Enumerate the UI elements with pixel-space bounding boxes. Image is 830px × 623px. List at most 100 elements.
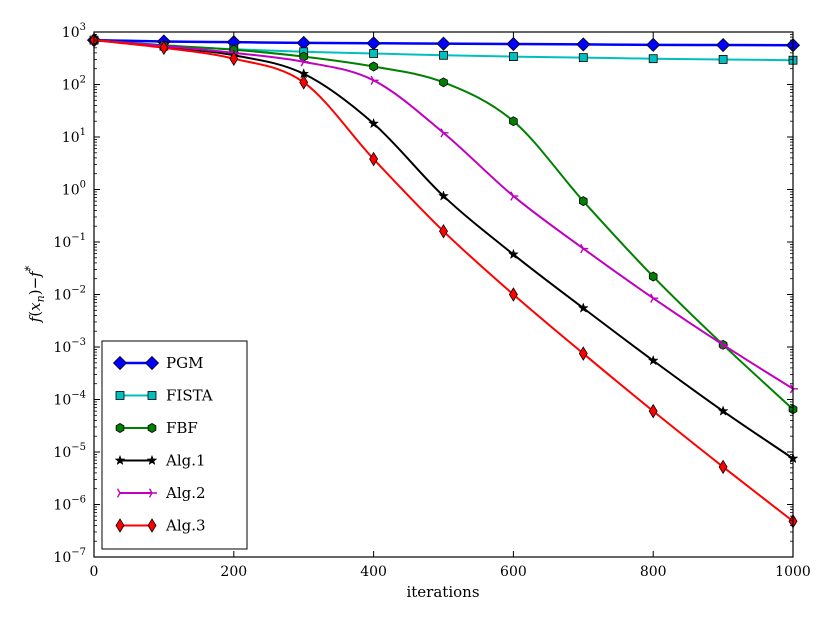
x-tick-label: 200 — [220, 564, 247, 580]
data-point-alg-3 — [159, 40, 169, 56]
legend-label: FBF — [166, 419, 198, 437]
x-tick-label: 600 — [500, 564, 527, 580]
data-point-alg-2 — [370, 75, 379, 85]
legend-label: FISTA — [166, 387, 213, 405]
ylabel-f2: f — [26, 269, 44, 278]
data-point-pgm — [436, 36, 451, 51]
data-point-fbf — [579, 196, 588, 207]
data-point-fbf — [648, 271, 658, 282]
legend-item-alg-1: Alg.1 — [114, 452, 206, 470]
data-point-alg-1 — [438, 190, 449, 201]
data-point-pgm — [366, 36, 381, 51]
data-point-fista — [578, 53, 588, 63]
ylabel-open: ( — [26, 311, 44, 317]
y-tick-label: 10−7 — [53, 547, 86, 566]
legend-marker — [146, 454, 158, 466]
data-point-alg-2 — [719, 340, 729, 350]
y-tick-label: 10−3 — [53, 337, 86, 356]
x-tick-label: 0 — [90, 564, 99, 580]
legend-marker — [114, 454, 126, 466]
y-tick-label: 100 — [62, 180, 86, 199]
series-layer — [86, 32, 801, 529]
data-point-pgm — [716, 37, 731, 53]
legend-marker — [147, 391, 157, 400]
series-line-fbf — [93, 39, 794, 411]
legend-label: PGM — [166, 354, 203, 372]
legend-marker — [147, 423, 157, 433]
data-point-fista — [648, 54, 658, 64]
legend-marker — [148, 488, 157, 498]
legend-item-fbf: FBF — [115, 419, 198, 437]
data-point-fista — [369, 49, 379, 58]
legend-marker — [147, 518, 157, 533]
x-axis-label: iterations — [406, 583, 479, 601]
data-point-alg-1 — [507, 248, 519, 260]
legend-item-alg-2: Alg.2 — [116, 484, 206, 502]
data-point-alg-2 — [440, 128, 449, 138]
x-ticks: 0 200 400 600 800 1000 — [90, 32, 811, 580]
data-point-fbf — [439, 77, 448, 88]
legend-marker — [144, 355, 160, 371]
ylabel-star: * — [23, 265, 36, 271]
data-point-fista — [439, 50, 448, 60]
series-line-alg-2 — [93, 39, 794, 390]
ylabel-n: n — [34, 295, 47, 302]
legend-marker — [116, 488, 125, 498]
legend-label: Alg.1 — [165, 452, 206, 470]
data-point-fbf — [299, 51, 308, 62]
ylabel-minus: − — [26, 277, 44, 290]
data-point-fista — [718, 55, 728, 64]
x-tick-label: 800 — [640, 564, 667, 580]
legend-label: Alg.2 — [165, 484, 206, 502]
data-point-alg-3 — [369, 151, 379, 167]
data-point-alg-2 — [510, 191, 519, 201]
data-point-alg-3 — [299, 75, 309, 90]
legend-item-fista: FISTA — [115, 387, 213, 405]
y-tick-label: 10−5 — [53, 442, 86, 461]
data-point-alg-1 — [717, 405, 729, 416]
legend-item-alg-3: Alg.3 — [115, 517, 206, 535]
data-point-fista — [508, 52, 518, 61]
data-point-alg-3 — [718, 459, 728, 475]
y-tick-label: 10−2 — [53, 285, 86, 304]
data-point-alg-3 — [648, 403, 658, 419]
y-tick-label: 10−1 — [53, 232, 86, 251]
data-point-fbf — [369, 61, 378, 72]
legend-item-pgm: PGM — [112, 354, 203, 372]
data-point-alg-2 — [650, 293, 659, 303]
legend-marker — [115, 391, 125, 400]
ylabel-f: f — [26, 314, 44, 323]
data-point-alg-2 — [300, 57, 309, 67]
data-point-alg-3 — [578, 346, 588, 361]
y-tick-label: 10−4 — [53, 390, 86, 409]
legend-frame — [101, 340, 248, 550]
x-tick-label: 1000 — [775, 564, 811, 580]
data-point-pgm — [576, 37, 591, 52]
ylabel-x: x — [26, 302, 44, 311]
data-point-alg-1 — [368, 117, 380, 129]
y-tick-label: 103 — [62, 22, 86, 41]
y-tick-label: 102 — [62, 75, 86, 94]
data-point-alg-3 — [508, 287, 518, 302]
x-tick-label: 400 — [360, 564, 387, 580]
data-point-alg-3 — [229, 51, 239, 66]
y-ticks: 10−7 10−6 10−5 10−4 10−3 10−2 10−1 100 101 102 103 — [53, 22, 793, 566]
legend: PGM FISTA FBF Alg.1 Alg.2 Alg.3 — [101, 340, 248, 550]
data-point-fbf — [509, 116, 518, 127]
data-point-alg-1 — [647, 354, 659, 366]
y-tick-label: 10−6 — [53, 495, 86, 514]
series-alg-3 — [89, 32, 798, 529]
y-tick-label: 101 — [62, 127, 86, 146]
ylabel-close: ) — [26, 289, 44, 295]
legend-marker — [112, 355, 128, 371]
legend-marker — [115, 518, 125, 533]
legend-label: Alg.3 — [165, 517, 206, 535]
legend-marker — [115, 423, 125, 433]
data-point-alg-2 — [580, 243, 589, 254]
data-point-pgm — [506, 36, 521, 52]
series-alg-2 — [90, 35, 798, 394]
y-axis-label: f(xn)−f* — [23, 265, 47, 323]
data-point-pgm — [646, 37, 661, 52]
data-point-alg-3 — [439, 224, 448, 239]
